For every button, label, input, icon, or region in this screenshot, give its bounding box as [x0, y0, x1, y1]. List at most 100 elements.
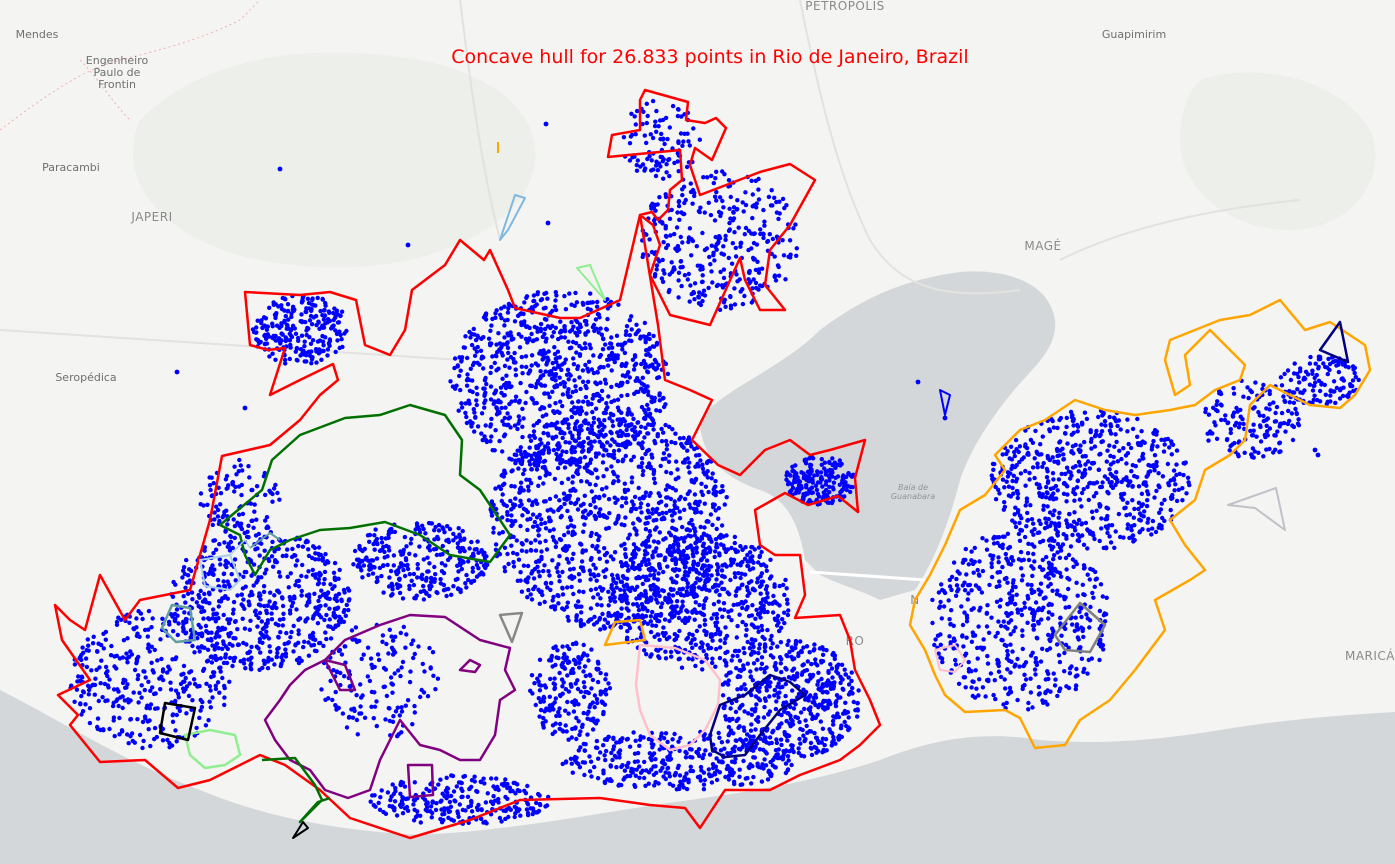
data-point	[468, 366, 473, 371]
data-point	[323, 552, 328, 557]
data-point	[542, 391, 548, 396]
data-point	[713, 582, 719, 587]
data-point	[448, 379, 453, 384]
data-point	[752, 650, 757, 655]
data-point	[703, 632, 709, 637]
data-point	[727, 731, 732, 736]
data-point	[534, 467, 540, 472]
data-point	[506, 561, 511, 567]
data-point	[706, 489, 711, 495]
data-point	[690, 645, 695, 650]
data-point	[591, 392, 596, 398]
data-point	[757, 698, 763, 703]
data-point	[120, 705, 125, 711]
park-area	[132, 52, 536, 268]
data-point	[441, 588, 447, 593]
data-point	[519, 589, 525, 594]
data-point	[762, 645, 768, 650]
data-point	[758, 765, 764, 770]
data-point	[636, 563, 642, 568]
data-point	[650, 553, 655, 558]
data-point	[539, 517, 544, 522]
data-point	[572, 378, 577, 383]
data-point	[311, 303, 317, 308]
data-point	[591, 595, 596, 600]
data-point	[482, 393, 487, 398]
data-point	[646, 557, 651, 563]
data-point	[615, 442, 620, 447]
data-point	[501, 501, 506, 507]
data-point	[646, 431, 651, 436]
data-point	[612, 495, 617, 500]
data-point	[325, 353, 330, 358]
data-point	[709, 476, 714, 481]
data-point	[272, 593, 277, 598]
data-point	[636, 517, 641, 522]
data-point	[542, 291, 547, 296]
data-point	[235, 627, 240, 632]
data-point	[615, 397, 621, 402]
data-point	[276, 645, 281, 651]
data-point	[167, 622, 172, 627]
data-point	[374, 579, 379, 585]
data-point	[196, 592, 201, 598]
data-point	[632, 526, 637, 531]
data-point	[269, 554, 275, 559]
data-point	[677, 549, 682, 555]
data-point	[572, 457, 577, 462]
data-point	[518, 498, 523, 503]
data-point	[415, 575, 420, 580]
data-point	[576, 435, 582, 441]
place-label-petropolis: PETRÓPOLIS	[805, 0, 884, 13]
data-point	[432, 579, 437, 584]
data-point	[159, 656, 164, 662]
data-point	[302, 344, 307, 349]
data-point	[537, 459, 542, 465]
data-point	[599, 588, 605, 593]
data-point	[566, 496, 571, 501]
data-point	[145, 703, 150, 708]
data-point	[491, 530, 496, 535]
data-point	[708, 512, 714, 517]
data-point	[773, 706, 779, 712]
data-point	[655, 586, 660, 591]
data-point	[316, 557, 321, 562]
data-point	[502, 363, 508, 369]
data-point	[513, 367, 518, 372]
data-point	[746, 711, 751, 716]
data-point	[717, 655, 723, 661]
data-point	[597, 617, 602, 622]
data-point	[305, 296, 311, 301]
data-point	[776, 695, 781, 700]
data-point	[599, 603, 604, 608]
data-point	[257, 667, 262, 672]
data-point	[424, 590, 429, 596]
data-point	[713, 623, 719, 629]
data-point	[502, 432, 508, 437]
data-point	[627, 375, 632, 380]
data-point	[484, 439, 489, 445]
data-point	[673, 636, 679, 642]
data-point	[568, 430, 573, 435]
data-point	[461, 345, 466, 350]
data-point	[553, 401, 558, 406]
data-point	[654, 517, 659, 523]
data-point	[518, 489, 523, 495]
data-point	[288, 342, 293, 348]
data-point	[767, 694, 772, 699]
data-point	[373, 527, 378, 532]
data-point	[434, 552, 440, 558]
data-point	[274, 311, 279, 316]
data-point	[710, 765, 716, 771]
data-point	[553, 366, 558, 371]
data-point	[509, 513, 514, 518]
data-point	[333, 328, 338, 333]
data-point	[635, 750, 641, 756]
data-point	[397, 576, 402, 582]
data-point	[534, 400, 539, 406]
data-point	[181, 663, 187, 669]
data-point	[651, 422, 656, 428]
data-point	[467, 546, 472, 551]
data-point	[723, 549, 729, 555]
data-point	[152, 725, 158, 731]
